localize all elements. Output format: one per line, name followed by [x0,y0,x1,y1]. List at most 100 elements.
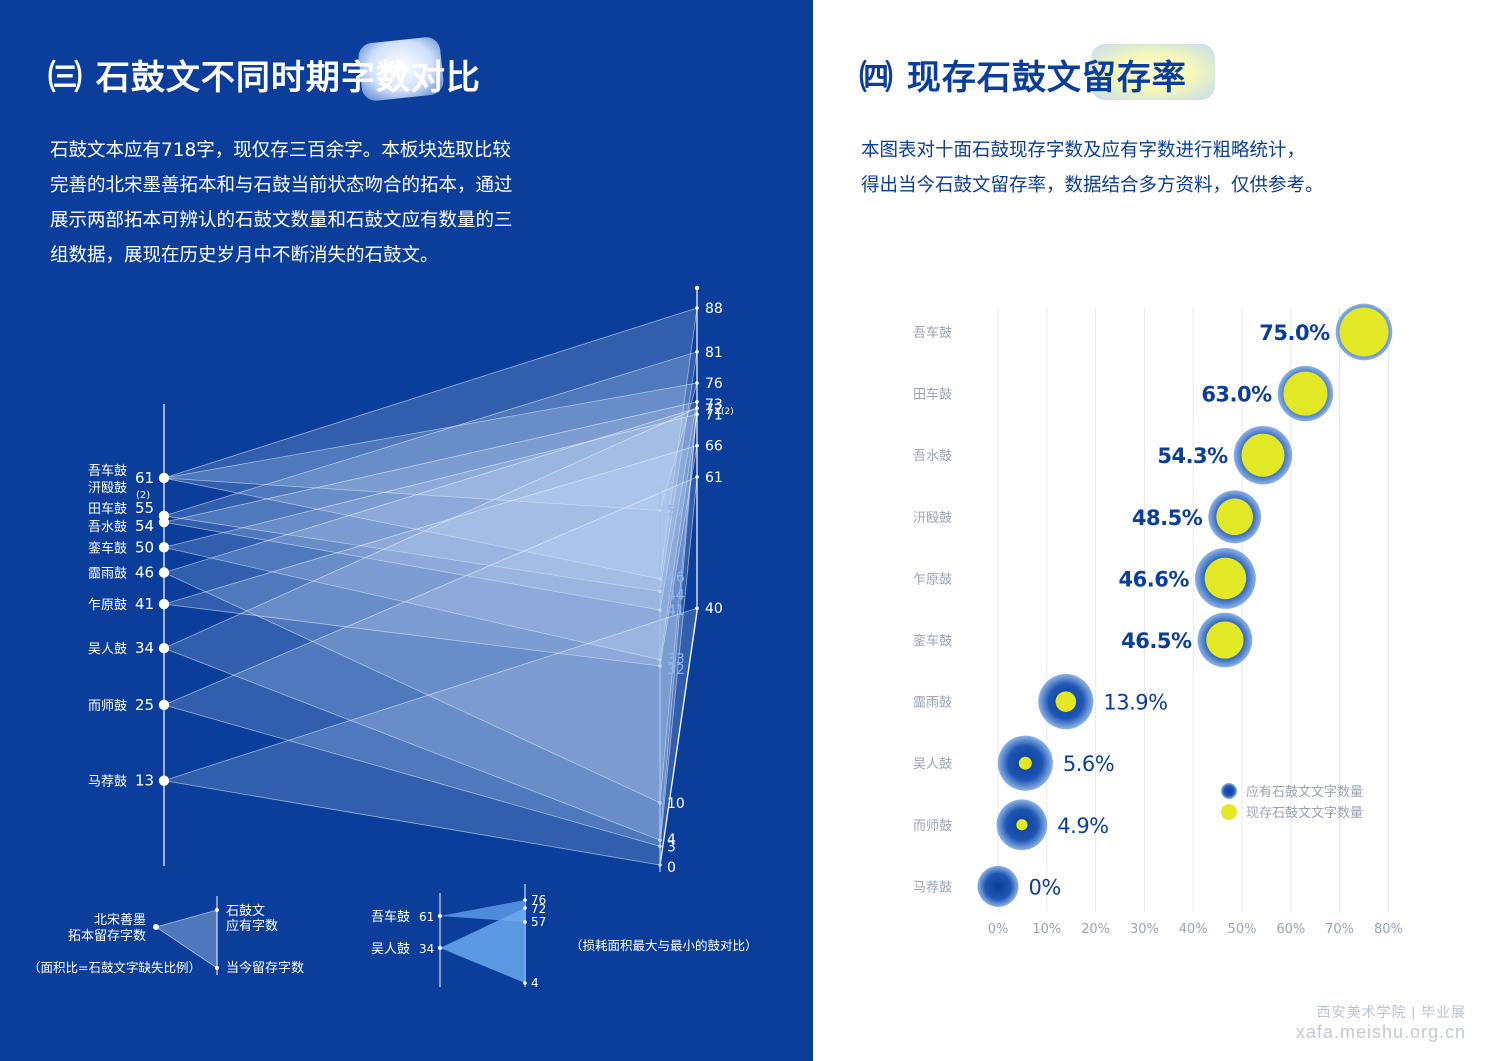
compare-band-0 [440,900,525,922]
right-tick-dot-1 [695,349,699,354]
right-tick-note: (2) [721,407,734,417]
right-tick-label: 81 [705,345,723,361]
left-tick-dot-8 [158,775,170,786]
bubble-now-0 [1339,307,1389,357]
rate-label-9: 0% [1029,875,1061,899]
band-1 [162,307,698,580]
legend-note: （面积比=石鼓文字缺失比例） [28,960,201,975]
right-tick-label: 61 [705,470,723,486]
right-tick-label: 72 [705,402,723,418]
left-tick-name: 田车鼓 [88,501,127,517]
x-tick-label: 10% [1032,922,1061,937]
right-tick-label: 73 [705,397,723,413]
right-tick-label: 66 [705,439,723,455]
x-tick-label: 30% [1130,922,1159,937]
compare-right-dot [523,981,527,985]
compare-note: （损耗面积最大与最小的鼓对比） [570,938,758,953]
band-7 [162,407,698,841]
compare-name: 吴人鼓 [371,942,410,957]
band-4 [163,413,698,661]
x-tick-label: 70% [1325,922,1354,937]
left-tick-name: 而师鼓 [88,699,127,714]
section3-description: 石鼓文本应有718字，现仅存三百余字。本板块选取比较 完善的北宋墨善拓本和与石鼓… [50,140,513,266]
compare-right-label: 4 [531,976,539,990]
compare-band-1 [440,908,525,983]
middle-tick-label: 44 [667,587,685,603]
bubble-should-9 [977,865,1019,907]
right-tick-dot-3 [695,400,699,404]
left-panel: ㈢ 石鼓文不同时期字数对比 石鼓文本应有718字，现仅存三百余字。本板块选取比较… [0,0,813,1061]
bubble-now-8 [1016,819,1028,831]
middle-tick-dot-3 [658,608,662,612]
compare-right-dot [523,920,527,924]
row-label-3: 汧殹鼓 [913,511,952,526]
left-tick-name: 乍原鼓 [88,597,127,613]
section4-title: ㈣ 现存石鼓文留存率 [859,58,1187,98]
rate-label-7: 5.6% [1063,752,1114,776]
middle-tick-label: 10 [667,796,685,812]
right-tick-dot-5 [695,412,699,417]
bubble-now-3 [1216,498,1254,536]
middle-tick-label: 4 [667,832,676,848]
rate-label-2: 54.3% [1157,444,1228,468]
rate-label-4: 46.6% [1119,567,1190,591]
band-3 [163,401,698,611]
left-tick-value: 55 [135,499,154,517]
x-tick-label: 60% [1276,922,1305,937]
bubble-now-4 [1204,557,1247,600]
rate-label-5: 46.5% [1121,629,1192,653]
legend-label-0: 应有石鼓文文字数量 [1246,784,1363,800]
row-label-6: 霝雨鼓 [913,696,952,711]
middle-tick-label: 32 [667,662,685,678]
bubble-now-5 [1206,621,1244,659]
left-tick-value: 61 [135,469,154,487]
section3-title: ㈢ 石鼓文不同时期字数对比 [48,58,481,98]
rate-label-3: 48.5% [1132,506,1203,530]
rate-label-8: 4.9% [1057,814,1108,838]
left-tick-dot-6 [158,643,170,654]
row-label-2: 吾水鼓 [913,449,952,464]
x-tick-label: 80% [1374,922,1403,937]
legend-swatch-0 [1221,783,1237,799]
row-label-7: 吴人鼓 [913,757,952,772]
rate-label-1: 63.0% [1201,383,1272,407]
left-tick-value: 50 [135,538,154,556]
x-tick-label: 40% [1179,922,1208,937]
left-tick-value: 41 [135,595,154,613]
band-group [162,307,698,866]
right-tick-label: 88 [705,301,723,317]
band-0 [163,382,698,511]
left-tick-name2: 汧殹鼓 [88,481,127,496]
right-axis-connector [659,611,698,867]
left-tick-name: 吾车鼓 [88,463,127,479]
rate-label-0: 75.0% [1259,321,1330,345]
bubble-now-2 [1241,433,1285,477]
middle-tick-label: 41 [667,603,685,619]
compare-dot [437,945,443,951]
right-tick-dot-6 [695,443,699,448]
compare-right-label: 72 [531,902,546,916]
row-label-4: 乍原鼓 [913,571,952,587]
legend-bottom-label: 当今留存字数 [226,960,304,976]
section4-description: 本图表对十面石鼓现存字数及应有字数进行粗略统计， 得出当今石鼓文留存率，数据结合… [861,140,1324,196]
right-tick-dot-2 [695,381,699,385]
compare-name: 吾车鼓 [371,909,410,925]
legend-dot-top [215,908,219,912]
bubble-now-6 [1055,691,1077,712]
compare-value: 34 [419,942,434,956]
left-tick-value: 34 [135,639,154,657]
compare-dot [437,913,443,919]
left-tick-dot-3 [158,542,170,553]
left-tick-name: 霝雨鼓 [88,567,127,582]
left-tick-value: 46 [135,564,154,582]
legend-swatch-1 [1221,804,1237,820]
right-tick-label: 76 [705,376,723,392]
retention-rate-bubble-chart: 0% 10% 20% 30% 40% 50% 60% 70% 80% 吾车鼓 75.0% 田车鼓 63.… [913,303,1403,937]
right-tick-dot-8 [695,606,699,611]
right-tick-label: 71 [705,407,723,423]
compare-right-label: 57 [531,915,546,929]
band-6 [163,445,698,667]
watermark: 西安美术学院 | 毕业展 xafa.meishu.org.cn [1296,1002,1466,1043]
right-tick-dot-0 [695,306,699,310]
row-label-0: 吾车鼓 [913,325,952,341]
